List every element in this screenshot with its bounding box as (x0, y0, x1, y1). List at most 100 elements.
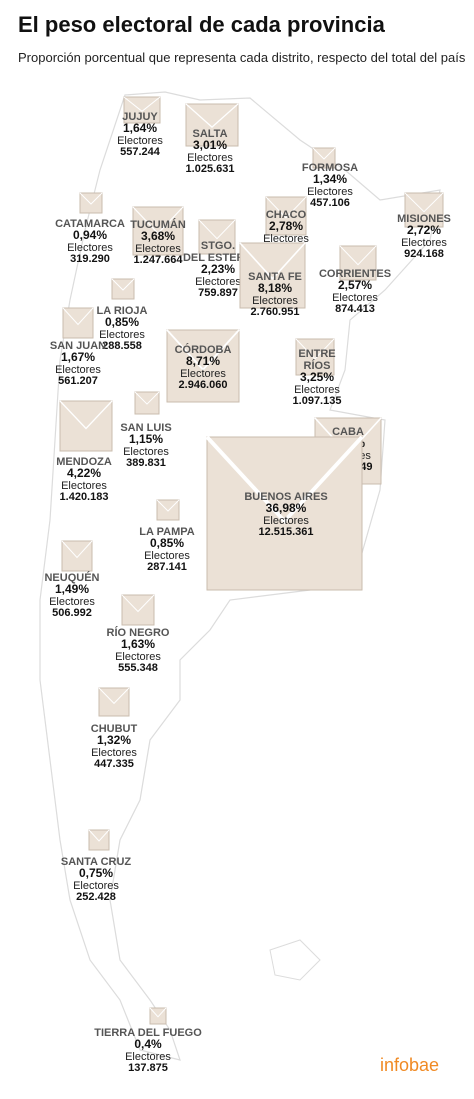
percent: 4,22% (67, 466, 101, 480)
percent: 0,75% (79, 866, 113, 880)
electors: 506.992 (52, 607, 92, 619)
percent: 8,71% (186, 354, 220, 368)
envelope-flap (98, 687, 130, 705)
electors: 457.106 (310, 197, 350, 209)
malvinas (269, 939, 321, 981)
province-name: ENTRE (298, 348, 335, 360)
envelope-flap (166, 329, 240, 371)
percent: 3,01% (193, 138, 227, 152)
electors-label: Electores (144, 550, 190, 562)
province-name: CABA (332, 426, 364, 438)
percent: 3,25% (300, 370, 334, 384)
subtitle: Proporción porcentual que representa cad… (18, 50, 466, 65)
percent: 1,67% (61, 350, 95, 364)
envelope-flap (205, 435, 364, 525)
title: El peso electoral de cada provincia (18, 12, 385, 37)
envelope-flap (295, 338, 335, 360)
electors-label: Electores (73, 880, 119, 892)
electors: 1.097.135 (293, 395, 342, 407)
percent: 1,34% (313, 172, 347, 186)
percent: 0,4% (134, 1037, 162, 1051)
percent: 1,15% (129, 432, 163, 446)
electors-label: Electores (187, 152, 233, 164)
electors-label: Electores (135, 243, 181, 255)
percent: 1,32% (97, 733, 131, 747)
electors: 2.760.951 (251, 306, 300, 318)
envelope-flap (239, 242, 306, 280)
envelope-flap (59, 400, 113, 430)
electors-label: Electores (332, 292, 378, 304)
electors-label: Electores (263, 233, 309, 245)
electors: 557.244 (120, 146, 161, 158)
electors: 1.025.631 (186, 163, 235, 175)
province-name: LA PAMPA (139, 526, 194, 538)
envelope-flap (79, 192, 103, 205)
percent: 2,23% (201, 262, 235, 276)
electors-label: Electores (123, 446, 169, 458)
electors: 555.348 (118, 662, 158, 674)
province-name: TUCUMÁN (130, 218, 186, 231)
electors-label: Electores (67, 242, 113, 254)
percent: 8,18% (258, 281, 292, 295)
percent: 2,57% (338, 278, 372, 292)
province-name: LA RIOJA (97, 305, 148, 317)
electors: 288.558 (102, 340, 142, 352)
province-name: NEUQUÉN (44, 571, 99, 584)
electors-label: Electores (401, 237, 447, 249)
envelope-flap (111, 278, 135, 291)
province-name: SANTA CRUZ (61, 856, 132, 868)
province-name: CHACO (266, 209, 307, 221)
province-name: CHUBUT (91, 723, 138, 735)
province-name: SAN LUIS (120, 422, 171, 434)
electors: 1.247.664 (134, 254, 184, 266)
electors-label: Electores (125, 1051, 171, 1063)
province-name: BUENOS AIRES (244, 491, 327, 503)
envelope-flap (61, 540, 93, 559)
province-name: RÍO NEGRO (107, 626, 170, 639)
percent: 1,49% (55, 582, 89, 596)
electors: 319.290 (70, 253, 110, 265)
percent: 0,85% (105, 315, 139, 329)
percent: 3,68% (141, 229, 175, 243)
electors-label: Electores (91, 747, 137, 759)
electors-label: Electores (294, 384, 340, 396)
electors: 924.168 (404, 248, 444, 260)
percent: 1,63% (121, 637, 155, 651)
envelope-flap (132, 206, 184, 235)
envelope-flap (339, 245, 377, 266)
electors: 287.141 (147, 561, 187, 573)
electors-label: Electores (49, 596, 95, 608)
province-name: SANTA FE (248, 271, 302, 283)
envelope-flap (312, 147, 336, 160)
envelope-flap (121, 594, 155, 613)
province-name: RÍOS (304, 359, 331, 372)
province-name: SALTA (192, 128, 227, 140)
percent: 0,85% (150, 536, 184, 550)
electors: 561.207 (58, 375, 98, 387)
percent: 2,78% (269, 219, 303, 233)
envelope-flap (123, 96, 161, 112)
electors-label: Electores (195, 276, 241, 288)
electors: 759.897 (198, 287, 238, 299)
province-name: MISIONES (397, 213, 451, 225)
electors: 874.413 (335, 303, 375, 315)
logo: infobae (380, 1055, 439, 1075)
electors: 2.946.060 (179, 379, 228, 391)
percent: 1,64% (123, 121, 157, 135)
province-name: TIERRA DEL FUEGO (94, 1027, 202, 1039)
province-name: STGO. (201, 240, 235, 252)
province-name: DEL ESTERO (183, 252, 254, 264)
electors-label: Electores (252, 295, 298, 307)
electors-label: Electores (307, 186, 353, 198)
electors-label: Electores (61, 480, 107, 492)
electors-label: Electores (263, 515, 309, 527)
percent: 2,72% (407, 223, 441, 237)
envelope-flap (156, 499, 180, 512)
percent: 0,94% (73, 228, 107, 242)
envelope-flap (265, 196, 307, 219)
envelope-flap (149, 1007, 167, 1018)
envelope-flap (404, 192, 444, 213)
electors: 447.335 (94, 758, 134, 770)
